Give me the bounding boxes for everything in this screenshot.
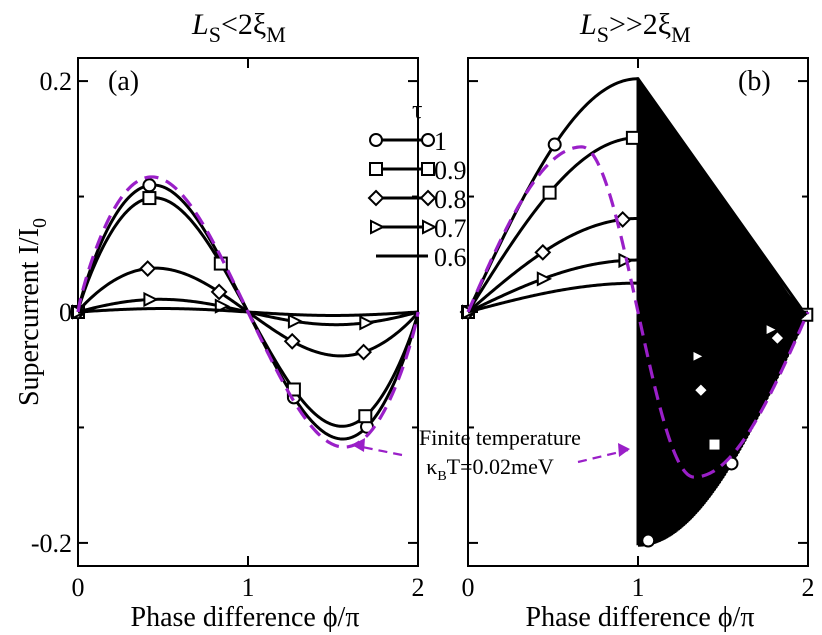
finite-temperature-curve-a bbox=[76, 175, 420, 449]
marker-a-2-1 bbox=[139, 260, 157, 277]
x-tick-label-a: 1 bbox=[242, 573, 255, 602]
legend-label-3: 0.7 bbox=[434, 214, 467, 243]
annotation-arrowhead-left bbox=[352, 438, 365, 452]
marker-b-2-1 bbox=[534, 243, 552, 261]
y-tick-label-a: -0.2 bbox=[31, 529, 72, 558]
legend-marker-start-0 bbox=[369, 133, 383, 147]
x-tick-label-b: 0 bbox=[462, 573, 475, 602]
marker-b-3-4 bbox=[764, 321, 780, 338]
marker-b-3-3 bbox=[691, 348, 707, 364]
marker-b-3-1 bbox=[536, 271, 553, 287]
annotation-arrow-left bbox=[351, 443, 403, 457]
legend-label-1: 0.9 bbox=[434, 156, 467, 185]
marker-a-2-4 bbox=[355, 343, 373, 361]
legend-label-0: 1 bbox=[434, 127, 447, 156]
marker-b-1-1 bbox=[542, 185, 557, 200]
legend-marker-end-3 bbox=[422, 219, 438, 235]
legend-marker-start-2 bbox=[367, 189, 385, 207]
marker-a-2-2 bbox=[210, 283, 228, 301]
annotation-arrowhead-right bbox=[618, 443, 630, 457]
panel-b: 0 1 2 (b) bbox=[459, 57, 815, 602]
y-tick-label-a: 0.2 bbox=[40, 67, 73, 96]
panel-b-title: LS>>2ξM bbox=[579, 8, 691, 47]
series-line-b-4 bbox=[467, 281, 809, 343]
marker-b-0-2 bbox=[641, 533, 656, 548]
legend-marker-end-0 bbox=[421, 133, 435, 147]
marker-b-2-4 bbox=[768, 329, 786, 347]
x-tick-label-a: 2 bbox=[412, 573, 425, 602]
marker-b-0-1 bbox=[547, 137, 562, 152]
legend-label-4: 0.6 bbox=[434, 243, 467, 272]
panel-a: 0 1 2-0.200.2 (a) bbox=[31, 57, 425, 602]
x-axis-label-b: Phase difference ϕ/π bbox=[526, 602, 755, 633]
legend: τ 10.90.80.70.6 bbox=[367, 95, 467, 272]
legend-marker-end-2 bbox=[419, 189, 437, 207]
x-tick-label-b: 2 bbox=[802, 573, 815, 602]
marker-a-3-3 bbox=[287, 313, 304, 329]
panel-a-title: LS<2ξM bbox=[191, 8, 286, 47]
y-tick-label-a: 0 bbox=[59, 298, 72, 327]
legend-marker-end-1 bbox=[421, 162, 435, 176]
y-axis-label: Supercurrent I/I0 bbox=[14, 218, 51, 406]
marker-a-1-1 bbox=[142, 191, 157, 206]
annotation-arrow-right bbox=[577, 448, 629, 464]
marker-a-3-4 bbox=[359, 315, 375, 331]
marker-a-0-1 bbox=[142, 178, 157, 193]
panel-label-b: (b) bbox=[738, 66, 771, 97]
finite-temperature-curve-b bbox=[466, 145, 810, 479]
legend-marker-start-1 bbox=[369, 162, 383, 176]
x-tick-label-b: 1 bbox=[632, 573, 645, 602]
marker-b-2-3 bbox=[692, 381, 710, 399]
panel-label-a: (a) bbox=[108, 66, 139, 97]
x-tick-label-a: 0 bbox=[72, 573, 85, 602]
legend-title: τ bbox=[412, 95, 422, 124]
marker-b-1-2 bbox=[625, 130, 640, 145]
finite-temperature-annotation: Finite temperature κBT=0.02meV bbox=[351, 425, 630, 484]
marker-b-1-3 bbox=[707, 437, 722, 452]
marker-a-1-4 bbox=[358, 409, 373, 424]
annotation-line1: Finite temperature bbox=[419, 425, 581, 450]
marker-a-3-1 bbox=[143, 291, 159, 308]
legend-marker-start-3 bbox=[370, 219, 386, 235]
legend-label-2: 0.8 bbox=[434, 185, 467, 214]
x-axis-label-a: Phase difference ϕ/π bbox=[131, 602, 360, 633]
marker-a-2-3 bbox=[283, 332, 301, 350]
annotation-line2: κBT=0.02meV bbox=[426, 454, 554, 484]
